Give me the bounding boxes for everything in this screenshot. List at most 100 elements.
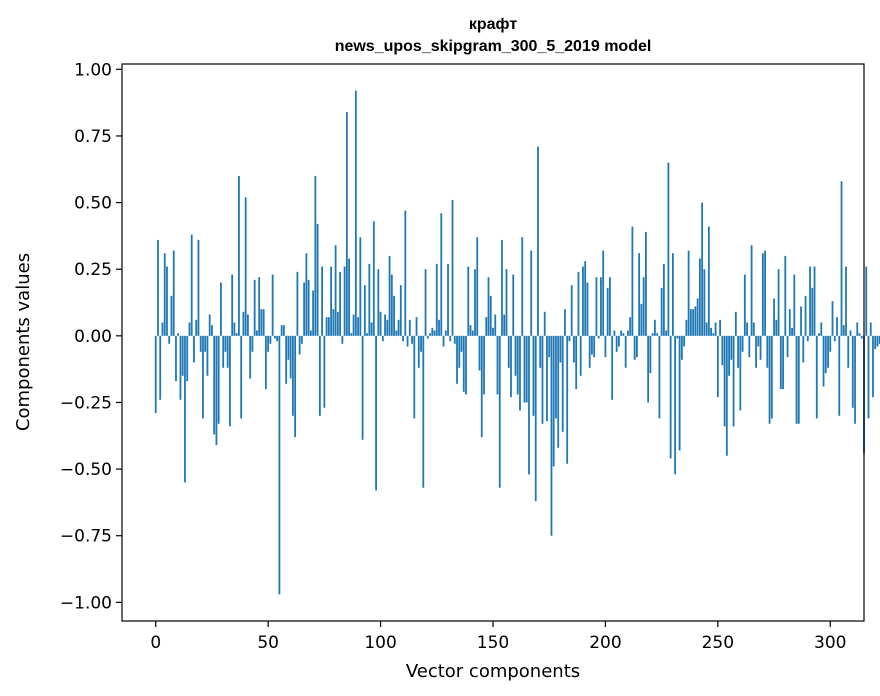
bar-175 — [548, 335, 551, 358]
bar-81 — [336, 311, 339, 336]
bar-124 — [433, 330, 436, 336]
bar-142 — [474, 269, 476, 336]
y-tick-label: −0.75 — [60, 527, 112, 547]
bar-111 — [404, 210, 407, 336]
bar-270 — [761, 253, 764, 336]
bar-318 — [869, 322, 872, 336]
bar-151 — [494, 314, 497, 336]
bar-43 — [251, 335, 254, 352]
bar-185 — [570, 285, 573, 336]
bar-9 — [175, 335, 177, 382]
bar-120 — [424, 269, 427, 336]
bar-236 — [685, 319, 688, 336]
bar-57 — [282, 325, 285, 336]
bar-1 — [157, 239, 159, 336]
bar-65 — [300, 335, 303, 344]
bar-296 — [820, 322, 823, 336]
bar-180 — [559, 335, 562, 363]
bar-69 — [309, 330, 312, 336]
bar-30 — [222, 335, 225, 368]
bar-112 — [406, 335, 409, 347]
bar-213 — [633, 335, 636, 360]
bar-191 — [584, 261, 587, 336]
bar-135 — [458, 335, 461, 368]
bar-147 — [485, 317, 488, 336]
bar-291 — [809, 266, 811, 336]
bar-160 — [514, 335, 517, 376]
bar-200 — [604, 335, 607, 358]
bar-45 — [256, 330, 258, 336]
bar-121 — [426, 335, 429, 339]
bar-12 — [181, 335, 184, 376]
bar-215 — [638, 253, 641, 336]
bar-141 — [471, 330, 474, 336]
bar-115 — [413, 335, 416, 419]
bar-87 — [350, 333, 353, 336]
bar-184 — [568, 335, 571, 342]
bar-193 — [588, 335, 591, 368]
x-tick-label: 300 — [814, 633, 846, 653]
bar-186 — [573, 335, 575, 363]
bar-241 — [696, 298, 699, 336]
bar-44 — [253, 279, 256, 336]
bar-187 — [575, 335, 578, 390]
bar-2 — [159, 335, 162, 400]
bar-202 — [609, 277, 611, 336]
bar-274 — [770, 335, 773, 419]
bar-72 — [316, 223, 319, 336]
bar-145 — [480, 335, 483, 438]
bar-269 — [759, 335, 762, 360]
bar-61 — [291, 335, 294, 416]
bar-53 — [274, 335, 276, 339]
bar-33 — [229, 335, 231, 427]
bar-125 — [435, 263, 438, 336]
bar-201 — [606, 287, 609, 336]
bar-128 — [442, 335, 445, 347]
bar-298 — [824, 335, 827, 374]
bar-91 — [359, 237, 362, 336]
bar-21 — [202, 335, 204, 419]
bar-116 — [415, 317, 418, 336]
y-tick-label: 0.25 — [74, 260, 112, 280]
bar-183 — [566, 335, 569, 464]
bar-105 — [390, 274, 393, 336]
bar-117 — [417, 335, 420, 368]
bar-286 — [797, 335, 800, 424]
bar-49 — [265, 335, 267, 390]
bar-316 — [865, 266, 868, 336]
bar-78 — [330, 266, 333, 336]
chart-title: крафт — [469, 16, 517, 33]
bar-282 — [788, 309, 791, 336]
bar-171 — [539, 335, 542, 368]
bar-305 — [840, 181, 843, 336]
bar-263 — [746, 322, 748, 336]
bar-64 — [298, 335, 301, 355]
bar-229 — [669, 335, 672, 459]
bar-287 — [800, 306, 802, 336]
bar-161 — [516, 335, 519, 395]
y-tick-label: −0.25 — [60, 393, 112, 413]
bar-153 — [498, 335, 501, 488]
bar-127 — [440, 213, 443, 336]
bar-228 — [667, 162, 670, 336]
bar-114 — [411, 335, 413, 344]
bar-232 — [676, 335, 679, 339]
bar-82 — [339, 271, 341, 336]
bar-267 — [755, 335, 757, 368]
x-tick-label: 100 — [364, 633, 396, 653]
x-tick-label: 0 — [150, 633, 161, 653]
bar-157 — [507, 335, 510, 368]
bar-265 — [750, 245, 753, 336]
y-axis-label: Components values — [13, 253, 34, 431]
bar-162 — [519, 335, 521, 411]
bar-99 — [377, 269, 380, 336]
bar-20 — [199, 335, 202, 352]
bar-28 — [217, 335, 220, 424]
bar-257 — [732, 335, 735, 427]
bar-22 — [204, 335, 207, 352]
bar-256 — [730, 335, 733, 360]
bar-299 — [827, 335, 829, 368]
bar-198 — [600, 277, 602, 336]
bar-283 — [791, 327, 793, 336]
bar-140 — [469, 325, 472, 336]
